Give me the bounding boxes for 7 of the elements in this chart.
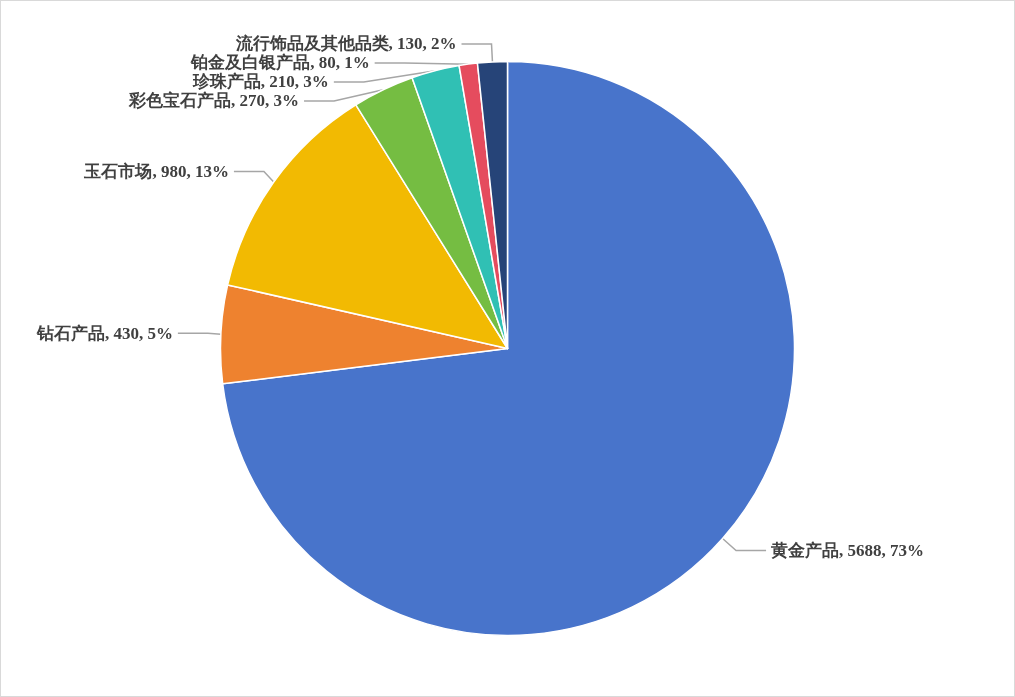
slice-label: 玉石市场, 980, 13%	[83, 162, 229, 182]
slice-label: 流行饰品及其他品类, 130, 2%	[234, 34, 457, 54]
slice-label: 铂金及白银产品, 80, 1%	[190, 53, 370, 73]
slice-label: 珍珠产品, 210, 3%	[191, 72, 329, 92]
slice-label: 钻石产品, 430, 5%	[35, 323, 173, 343]
slice-label: 黄金产品, 5688, 73%	[770, 540, 925, 560]
slice-label: 彩色宝石产品, 270, 3%	[128, 91, 300, 111]
